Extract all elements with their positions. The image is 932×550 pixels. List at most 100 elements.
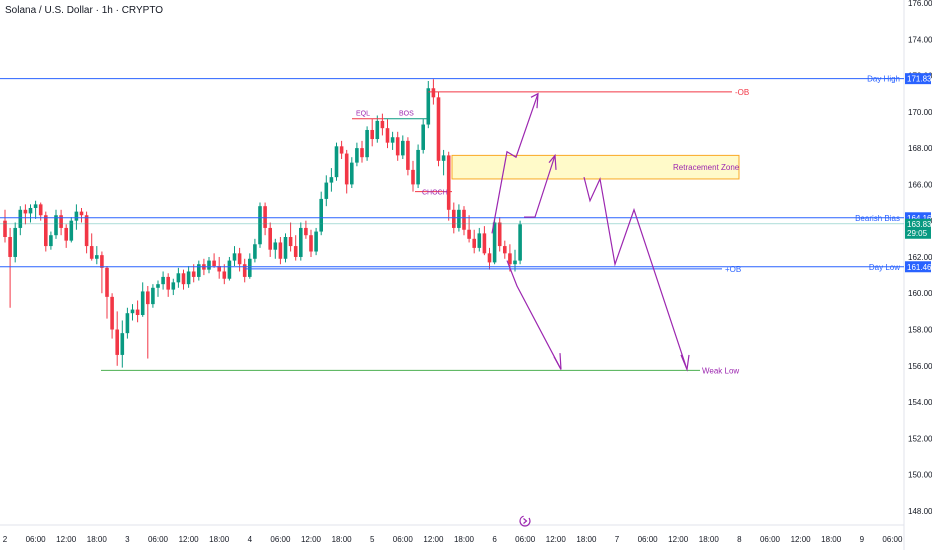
candle-body — [319, 198, 323, 232]
candle-body — [151, 287, 155, 305]
retracement-zone-label: Retracement Zone — [673, 163, 740, 172]
candle-body — [344, 153, 349, 185]
candle-body — [130, 309, 135, 314]
x-tick-label: 06:00 — [26, 535, 47, 544]
y-tick-label: 156.00 — [908, 362, 932, 371]
x-tick-label: 8 — [737, 535, 742, 544]
x-tick-label: 6 — [492, 535, 497, 544]
candle-body — [197, 264, 201, 277]
replay-icon[interactable] — [519, 515, 531, 527]
choch-label: CHOCH — [422, 190, 448, 197]
candle-body — [253, 244, 257, 259]
candle-body — [436, 97, 441, 161]
candle-body — [283, 237, 288, 259]
x-tick-label: 3 — [125, 535, 130, 544]
day-high-price-value: 171.83 — [907, 75, 932, 84]
candle-body — [95, 255, 99, 259]
candle-body — [431, 88, 436, 98]
candle-body — [462, 209, 466, 230]
candle-body — [13, 227, 17, 257]
x-tick-label: 18:00 — [699, 535, 720, 544]
candle-body — [115, 329, 119, 355]
projection-arrowhead-down — [553, 353, 562, 370]
y-tick-label: 152.00 — [908, 434, 932, 443]
candle-body — [390, 137, 395, 143]
candle-body — [8, 237, 12, 257]
candle-body — [3, 220, 7, 238]
candle-body — [59, 215, 63, 228]
candle-body — [191, 271, 196, 277]
day-high-price-tag: 171.83 — [905, 73, 932, 85]
candle-body — [472, 238, 476, 248]
candle-body — [406, 140, 410, 170]
candle-body — [100, 255, 104, 268]
candle-body — [186, 271, 191, 285]
candle-body — [299, 227, 303, 257]
y-tick-label: 154.00 — [908, 398, 932, 407]
x-tick-label: 12:00 — [791, 535, 812, 544]
candle-body — [268, 227, 272, 250]
x-tick-label: 06:00 — [515, 535, 536, 544]
candle-body — [339, 146, 344, 154]
y-tick-label: 158.00 — [908, 326, 932, 335]
candle-body — [401, 140, 405, 156]
y-tick-label: 168.00 — [908, 144, 932, 153]
y-tick-label: 150.00 — [908, 471, 932, 480]
day-low-label: Day Low — [869, 263, 900, 272]
x-tick-label: 18:00 — [332, 535, 353, 544]
bearish-bias-price-tag: 164.16 — [905, 212, 932, 224]
candles — [3, 79, 522, 368]
candle-body — [513, 260, 517, 265]
candle-body — [497, 222, 502, 247]
candle-body — [49, 235, 53, 247]
candle-body — [222, 271, 227, 279]
candle-body — [54, 215, 58, 236]
x-tick-label: 9 — [860, 535, 865, 544]
chart-title: Solana / U.S. Dollar · 1h · CRYPTO — [5, 5, 164, 16]
x-tick-label: 18:00 — [821, 535, 842, 544]
eql-label: EQL — [356, 111, 370, 118]
candle-body — [146, 291, 150, 305]
minus-ob-label: -OB — [735, 88, 749, 97]
y-tick-label: 166.00 — [908, 180, 932, 189]
candle-body — [64, 227, 68, 241]
candle-body — [477, 233, 482, 248]
candle-body — [140, 291, 145, 316]
candle-body — [38, 204, 43, 216]
candle-body — [503, 246, 507, 254]
x-tick-label: 18:00 — [87, 535, 108, 544]
candle-body — [44, 215, 48, 247]
candle-body — [33, 204, 38, 208]
candle-body — [176, 273, 181, 283]
bos-label: BOS — [399, 111, 414, 118]
candle-body — [237, 253, 242, 265]
candle-countdown: 29:05 — [907, 229, 928, 238]
x-tick-label: 18:00 — [454, 535, 475, 544]
candle-body — [380, 120, 385, 129]
candle-body — [258, 206, 262, 245]
candle-body — [329, 177, 334, 183]
candle-body — [457, 209, 461, 228]
candle-body — [309, 235, 313, 252]
y-tick-label: 162.00 — [908, 253, 932, 262]
candle-body — [84, 215, 89, 247]
candle-body — [23, 209, 28, 214]
weak-low-label: Weak Low — [702, 366, 739, 375]
projection-path-retracement — [524, 155, 556, 218]
retracement-zone[interactable] — [451, 154, 740, 180]
candle-body — [120, 333, 125, 355]
candle-body — [288, 237, 293, 247]
candle-body — [69, 220, 74, 241]
x-tick-label: 18:00 — [209, 535, 230, 544]
x-tick-label: 06:00 — [760, 535, 781, 544]
candle-body — [263, 206, 267, 228]
candle-body — [156, 284, 160, 288]
candle-body — [135, 309, 140, 316]
candle-body — [105, 267, 109, 297]
y-tick-label: 160.00 — [908, 289, 932, 298]
current-price-value: 163.83 — [907, 220, 932, 229]
candle-body — [350, 162, 354, 185]
x-tick-label: 06:00 — [393, 535, 414, 544]
